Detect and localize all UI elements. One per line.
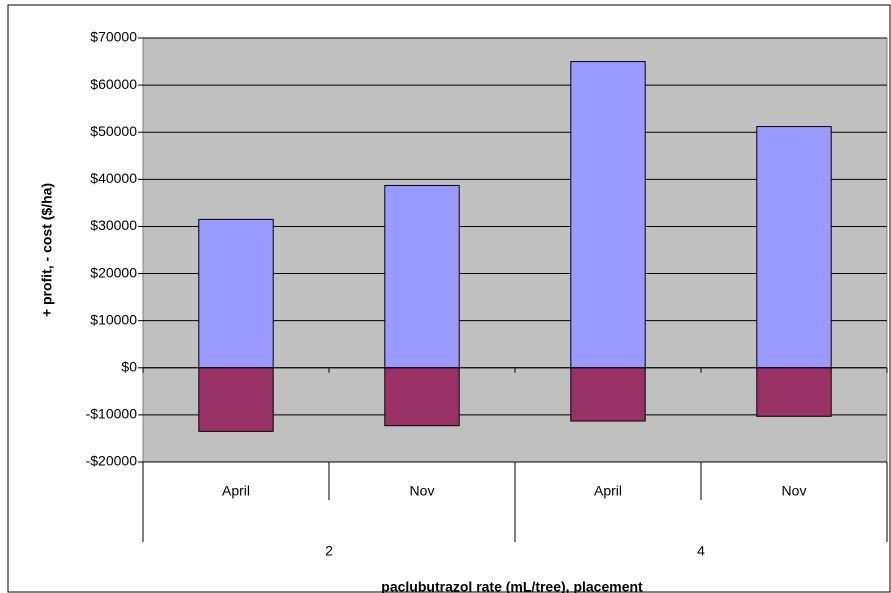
bar: [384, 367, 460, 427]
x-tick-label: April: [222, 483, 250, 499]
y-tick-label: $10000: [90, 311, 137, 327]
y-tick-label: $70000: [90, 29, 137, 45]
x-tick-label: April: [594, 483, 622, 499]
bar: [570, 367, 646, 422]
y-axis-title: + profit, - cost ($/ha): [39, 183, 55, 317]
x-tick-label: Nov: [782, 483, 807, 499]
bar: [198, 367, 274, 432]
y-tick-label: -$20000: [86, 453, 138, 469]
group-label: 2: [325, 543, 333, 559]
y-tick-label: $60000: [90, 76, 137, 92]
bar: [384, 184, 460, 369]
y-tick-label: $30000: [90, 217, 137, 233]
x-tick-label: Nov: [410, 483, 435, 499]
x-axis-title: paclubutrazol rate (mL/tree), placement: [381, 579, 643, 593]
y-tick-label: $20000: [90, 264, 137, 280]
y-tick-label: $0: [121, 358, 137, 374]
y-tick-label: -$10000: [86, 406, 138, 422]
bar: [756, 367, 832, 417]
bar: [198, 218, 274, 369]
y-tick-label: $50000: [90, 123, 137, 139]
bar: [756, 126, 832, 369]
group-label: 4: [697, 543, 705, 559]
bar: [570, 61, 646, 369]
y-tick-label: $40000: [90, 170, 137, 186]
